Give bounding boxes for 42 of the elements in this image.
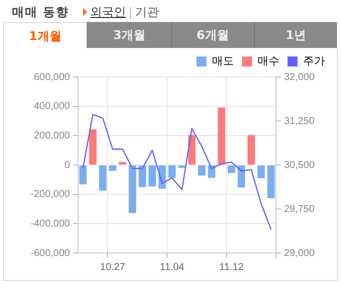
legend-label: 매수 [258,56,280,68]
y-tick-label: -200,000 [30,189,70,200]
bar [228,166,236,174]
y-tick-label: -400,000 [30,218,70,230]
bar [79,166,87,184]
bar [168,166,176,178]
bar [267,166,275,198]
bar [108,166,116,171]
bar [248,135,255,164]
y2-tick-label: 31,250 [284,116,316,127]
bar [89,129,97,164]
y-tick-label: 0 [64,160,70,171]
y2-tick-label: 29,000 [284,248,316,259]
y-tick-label: 400,000 [34,101,70,112]
chart-title: 매매 동향 [12,5,70,19]
text: 6개월 [170,22,254,48]
x-tick-label: 10.27 [100,262,126,273]
y-tick-label: 600,000 [34,72,70,83]
bar [128,166,136,214]
bar [188,135,196,164]
x-tick-label: 11.04 [160,262,185,273]
bar [148,166,156,187]
y-tick-label: -600,000 [30,248,70,259]
y2-tick-label: 30,500 [284,160,316,171]
text: 외국인 [90,5,126,19]
bar [218,108,226,164]
text: 기관 [135,5,160,19]
bar [257,166,265,178]
y-tick-label: 200,000 [34,130,70,142]
text: 1개월 [3,22,88,48]
bar [198,166,206,176]
text: 1년 [254,22,337,48]
bar [208,166,216,178]
bar [99,166,106,191]
x-tick-label: 11.12 [219,262,244,273]
y2-tick-label: 32,000 [284,72,316,83]
bar [138,166,146,188]
legend-label: 매도 [212,56,234,68]
y2-tick-label: 29,750 [284,204,316,215]
legend-label: 주가 [303,56,325,68]
text: 3개월 [87,22,170,48]
bar [238,166,246,188]
